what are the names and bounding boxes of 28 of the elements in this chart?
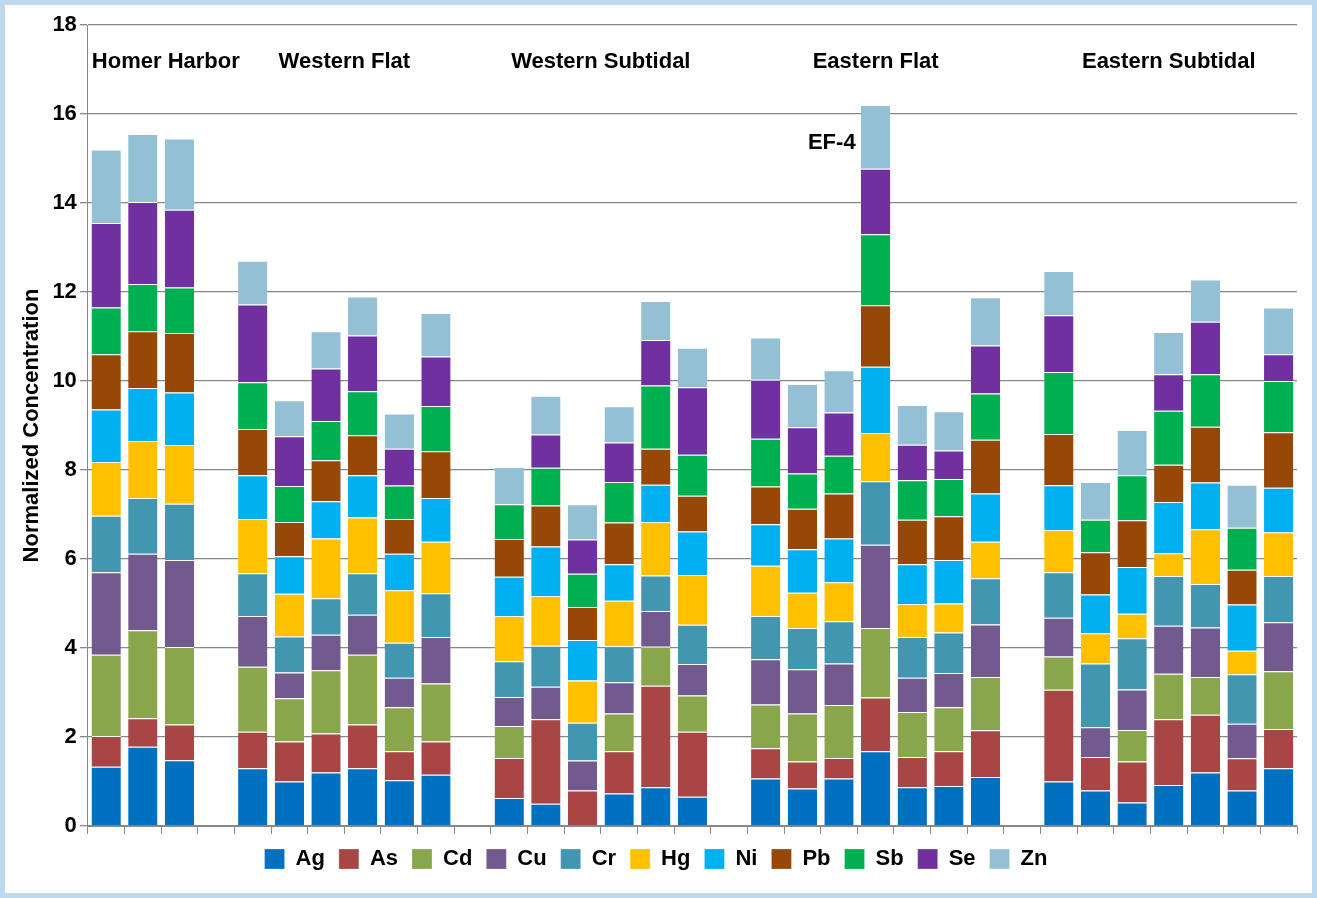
legend-label: Hg (661, 845, 691, 871)
annotation: Homer Harbor (91, 48, 241, 74)
legend-label: Cu (517, 845, 547, 871)
y-tick-label: 8 (64, 456, 77, 482)
y-tick-label: 16 (52, 100, 77, 126)
legend-label: Pb (802, 845, 831, 871)
y-tick-label: 18 (52, 11, 77, 37)
y-tick-label: 12 (52, 278, 77, 304)
y-axis-title: Normalized Concentration (18, 288, 44, 563)
y-tick-label: 14 (52, 189, 78, 215)
legend-label: Ni (735, 845, 758, 871)
annotation: Eastern Flat (812, 48, 940, 74)
legend-label: Se (948, 845, 976, 871)
legend-label: As (369, 845, 399, 871)
y-tick-label: 4 (64, 634, 78, 660)
y-tick-label: 10 (52, 367, 77, 393)
legend-label: Sb (875, 845, 904, 871)
y-tick-label: 0 (64, 812, 77, 838)
annotation: Western Flat (278, 48, 411, 74)
annotation: EF-4 (807, 129, 857, 155)
y-tick-label: 6 (64, 545, 77, 571)
y-tick-label: 2 (64, 723, 77, 749)
legend-label: Cd (443, 845, 473, 871)
legend-label: Cr (591, 845, 617, 871)
legend-label: Zn (1020, 845, 1048, 871)
legend-label: Ag (295, 845, 325, 871)
annotation: Eastern Subtidal (1081, 48, 1256, 74)
annotation: Western Subtidal (511, 48, 691, 74)
